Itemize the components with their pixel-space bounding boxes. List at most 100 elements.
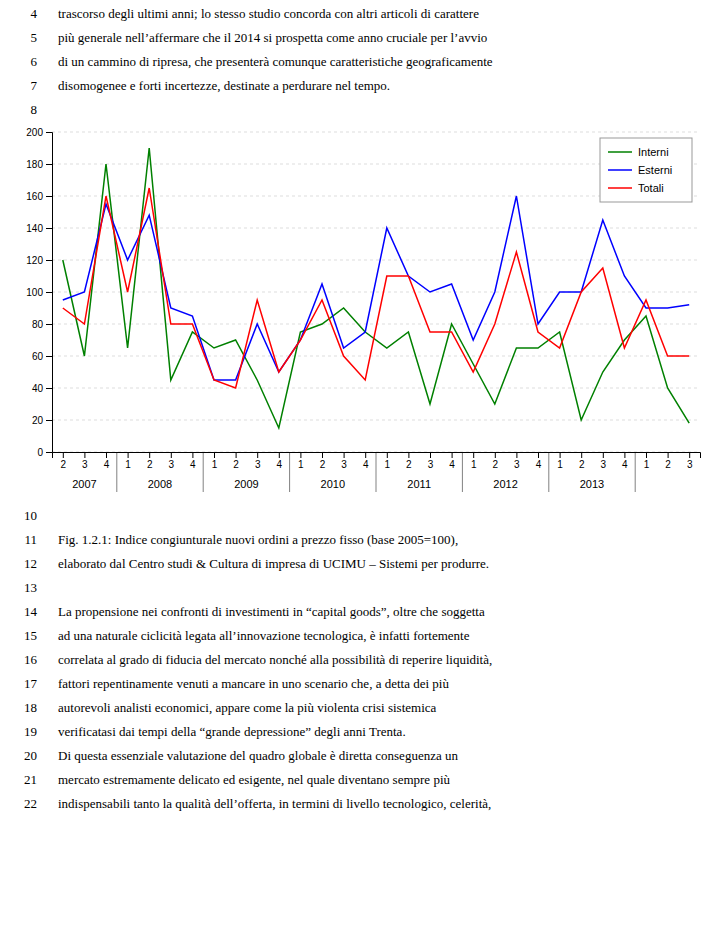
tick-label: 3 — [255, 459, 261, 470]
year-label: 2013 — [580, 478, 604, 490]
line-number: 10 — [24, 508, 37, 523]
text-block: 4 trascorso degli ultimi anni; lo stesso … — [31, 6, 493, 117]
body-text: trascorso degli ultimi anni; lo stesso s… — [58, 6, 479, 21]
body-text: Di questa essenziale valutazione del qua… — [58, 748, 458, 763]
legend-label: Interni — [638, 146, 669, 158]
body-text: La propensione nei confronti di investim… — [58, 604, 485, 619]
x-tick: 3 — [255, 452, 261, 470]
tick-mark — [689, 452, 690, 458]
tick-label: 1 — [385, 459, 391, 470]
tick-label: 4 — [449, 459, 455, 470]
y-tick: 80 — [32, 319, 52, 330]
y-tick: 60 — [32, 351, 52, 362]
tick-label: 1 — [471, 459, 477, 470]
x-tick: 2 — [147, 452, 153, 470]
y-tick: 20 — [32, 415, 52, 426]
line-number: 4 — [31, 6, 38, 21]
body-text: verificatasi dai tempi della “grande dep… — [58, 724, 406, 739]
text-block: 10 11 Fig. 1.2.1: Indice congiunturale nuo… — [24, 508, 492, 811]
legend-swatch — [608, 151, 632, 153]
tick-label: 2 — [233, 459, 239, 470]
line-number: 11 — [24, 532, 37, 547]
series-line — [63, 196, 689, 380]
tick-label: 4 — [622, 459, 628, 470]
tick-mark — [387, 452, 388, 458]
x-tick: 3 — [341, 452, 347, 470]
legend-label: Totali — [638, 182, 664, 194]
tick-label: 3 — [687, 459, 693, 470]
tick-mark — [128, 452, 129, 458]
grid-line — [52, 132, 700, 133]
tick-label: 1 — [212, 459, 218, 470]
tick-label: 4 — [536, 459, 542, 470]
year-separator — [635, 452, 636, 492]
x-tick: 4 — [104, 452, 110, 470]
tick-mark — [46, 260, 52, 261]
tick-label: 2 — [320, 459, 326, 470]
y-tick: 0 — [37, 447, 52, 458]
y-tick: 180 — [26, 159, 52, 170]
year-separator — [548, 452, 549, 492]
x-tick: 2 — [61, 452, 67, 470]
line-number: 5 — [31, 30, 38, 45]
x-tick: 1 — [298, 452, 304, 470]
line-number: 8 — [31, 102, 38, 117]
year-separator — [376, 452, 377, 492]
tick-label: 2 — [61, 459, 67, 470]
x-tick: 3 — [514, 452, 520, 470]
x-tick: 2 — [493, 452, 499, 470]
tick-label: 120 — [26, 255, 43, 266]
tick-label: 1 — [125, 459, 131, 470]
line-number: 18 — [24, 700, 37, 715]
tick-label: 2 — [579, 459, 585, 470]
tick-mark — [624, 452, 625, 458]
tick-mark — [46, 324, 52, 325]
line-number: 7 — [31, 78, 38, 93]
grid-line — [52, 388, 700, 389]
line-number: 17 — [24, 676, 38, 691]
tick-mark — [84, 452, 85, 458]
tick-label: 0 — [37, 447, 43, 458]
tick-mark — [106, 452, 107, 458]
x-tick: 1 — [557, 452, 563, 470]
tick-label: 80 — [32, 319, 44, 330]
tick-label: 3 — [341, 459, 347, 470]
grid-line — [52, 228, 700, 229]
year-separator — [289, 452, 290, 492]
tick-mark — [214, 452, 215, 458]
tick-label: 1 — [298, 459, 304, 470]
body-text: disomogenee e forti incertezze, destinat… — [58, 78, 390, 93]
year-label: 2011 — [407, 478, 431, 490]
year-label: 2010 — [321, 478, 345, 490]
tick-label: 60 — [32, 351, 44, 362]
body-text: Fig. 1.2.1: Indice congiunturale nuovi o… — [58, 532, 458, 547]
tick-label: 2 — [147, 459, 153, 470]
tick-mark — [581, 452, 582, 458]
tick-label: 3 — [514, 459, 520, 470]
x-tick: 3 — [169, 452, 175, 470]
tick-mark — [171, 452, 172, 458]
year-label: 2009 — [234, 478, 258, 490]
x-tick: 1 — [644, 452, 650, 470]
tick-label: 3 — [82, 459, 88, 470]
x-tick: 2 — [320, 452, 326, 470]
body-text: mercato estremamente delicato ed esigent… — [58, 772, 451, 787]
y-tick: 40 — [32, 383, 52, 394]
tick-mark — [46, 196, 52, 197]
tick-mark — [46, 356, 52, 357]
tick-mark — [46, 420, 52, 421]
x-tick: 4 — [363, 452, 369, 470]
tick-label: 180 — [26, 159, 43, 170]
tick-mark — [46, 292, 52, 293]
x-axis: 234123412341234123412341234123 — [53, 452, 701, 470]
y-tick: 140 — [26, 223, 52, 234]
tick-label: 40 — [32, 383, 44, 394]
x-tick: 1 — [385, 452, 391, 470]
body-text: autorevoli analisti economici, appare co… — [58, 700, 437, 715]
tick-label: 4 — [190, 459, 196, 470]
tick-mark — [538, 452, 539, 458]
y-tick: 200 — [26, 127, 52, 138]
line-number: 12 — [24, 556, 37, 571]
year-label: 2007 — [72, 478, 96, 490]
tick-mark — [257, 452, 258, 458]
